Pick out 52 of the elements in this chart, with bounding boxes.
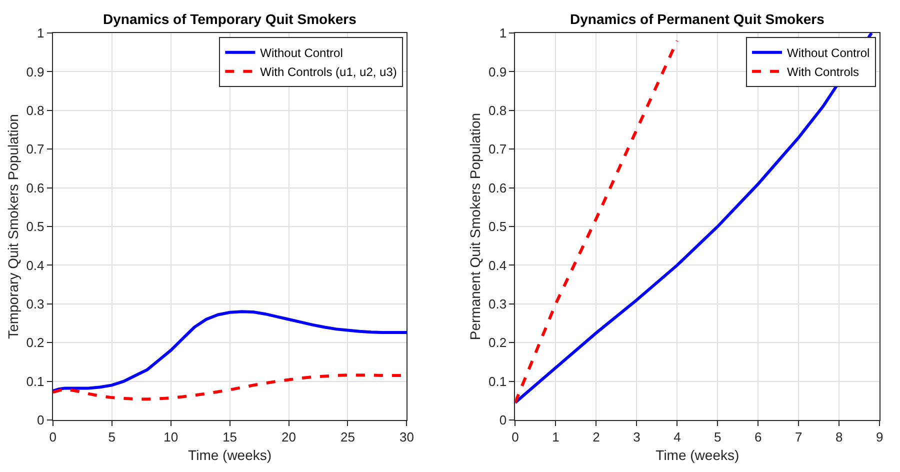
y-tick-label: 0.7 bbox=[26, 142, 44, 157]
y-tick-label: 0.4 bbox=[26, 258, 44, 273]
chart-title: Dynamics of Temporary Quit Smokers bbox=[103, 11, 357, 27]
x-tick-label: 5 bbox=[714, 430, 722, 445]
x-tick-label: 7 bbox=[795, 430, 802, 445]
x-tick-label: 8 bbox=[836, 430, 843, 445]
y-tick-label: 0.8 bbox=[26, 102, 44, 118]
x-tick-label: 15 bbox=[222, 430, 238, 445]
x-tick-label: 5 bbox=[108, 430, 116, 445]
y-tick-label: 0.7 bbox=[488, 142, 507, 157]
line-series bbox=[515, 33, 874, 404]
y-tick-label: 1 bbox=[499, 26, 507, 41]
x-tick-label: 1 bbox=[552, 430, 560, 445]
y-tick-label: 0.3 bbox=[488, 296, 507, 312]
x-tick-label: 0 bbox=[512, 430, 519, 445]
y-tick-label: 0.5 bbox=[488, 219, 507, 234]
legend-label: With Controls (u1, u2, u3) bbox=[260, 65, 397, 80]
y-tick-label: 0.4 bbox=[488, 258, 507, 273]
y-tick-label: 0.2 bbox=[26, 335, 44, 350]
line-series bbox=[515, 39, 679, 404]
x-tick-label: 6 bbox=[754, 430, 762, 445]
x-tick-label: 10 bbox=[164, 430, 178, 445]
y-tick-label: 0.6 bbox=[488, 180, 507, 196]
x-tick-label: 2 bbox=[592, 430, 600, 445]
legend-label: With Controls bbox=[787, 65, 860, 80]
y-tick-label: 0.1 bbox=[26, 374, 44, 389]
y-tick-label: 0.2 bbox=[488, 335, 507, 350]
y-tick-label: 0.6 bbox=[26, 180, 44, 196]
x-axis-title: Time (weeks) bbox=[656, 446, 740, 463]
y-tick-label: 0.3 bbox=[26, 296, 44, 312]
x-tick-label: 25 bbox=[340, 430, 355, 445]
y-tick-label: 0 bbox=[37, 412, 44, 428]
y-axis-title: Temporary Quit Smokers Population bbox=[4, 114, 21, 339]
y-tick-label: 0.9 bbox=[488, 64, 507, 80]
x-tick-label: 4 bbox=[674, 430, 681, 445]
x-tick-label: 30 bbox=[399, 430, 414, 445]
y-tick-label: 0.8 bbox=[488, 102, 507, 118]
x-axis-title: Time (weeks) bbox=[188, 446, 272, 463]
line-series bbox=[52, 310, 407, 392]
x-tick-label: 9 bbox=[876, 430, 884, 445]
y-tick-label: 0 bbox=[499, 412, 507, 428]
y-tick-label: 0.1 bbox=[488, 374, 507, 389]
x-tick-label: 20 bbox=[282, 430, 296, 445]
y-tick-label: 1 bbox=[37, 26, 44, 41]
x-tick-label: 3 bbox=[633, 430, 640, 445]
x-tick-label: 0 bbox=[49, 430, 57, 445]
y-axis-title: Permanent Quit Smokers Population bbox=[467, 112, 484, 340]
legend-label: Without Control bbox=[260, 46, 343, 60]
y-tick-label: 0.9 bbox=[26, 64, 44, 80]
y-tick-label: 0.5 bbox=[26, 219, 44, 234]
chart-title: Dynamics of Permanent Quit Smokers bbox=[570, 11, 825, 27]
legend-label: Without Control bbox=[787, 46, 870, 60]
